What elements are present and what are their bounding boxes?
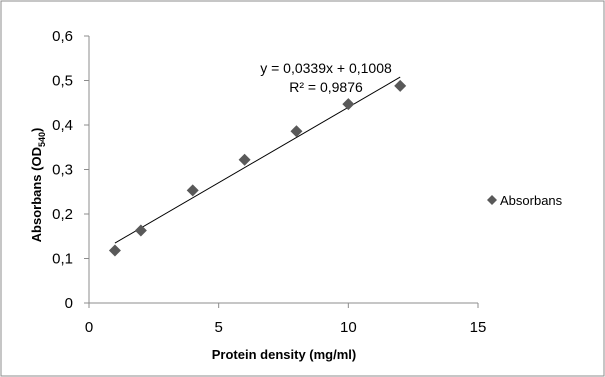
x-tick-label: 15 (470, 319, 487, 336)
y-axis-title-close: ) (29, 128, 44, 132)
data-point-diamond (108, 244, 121, 257)
data-points (108, 79, 407, 257)
y-tick-label: 0,1 (52, 251, 73, 268)
data-point-diamond (186, 184, 199, 197)
y-axis-title: Absorbans (OD540) (29, 128, 47, 243)
x-axis-ticks: 0 5 10 15 (85, 303, 487, 336)
x-tick-label: 5 (214, 319, 222, 336)
y-tick-label: 0 (65, 295, 73, 312)
y-axis-ticks: 0 0,1 0,2 0,3 0,4 0,5 0,6 (52, 28, 89, 312)
trendline-equation: y = 0,0339x + 0,1008 (260, 60, 392, 76)
x-axis-title: Protein density (mg/ml) (212, 347, 356, 362)
data-point-diamond (342, 98, 355, 111)
y-tick-label: 0,6 (52, 28, 73, 45)
data-point-diamond (238, 153, 251, 166)
data-point-diamond (290, 125, 303, 138)
y-tick-label: 0,3 (52, 162, 73, 179)
legend-label: Absorbans (500, 193, 563, 208)
y-tick-label: 0,2 (52, 206, 73, 223)
data-point-diamond (394, 79, 407, 92)
y-tick-label: 0,4 (52, 117, 73, 134)
legend-marker-diamond (487, 195, 497, 205)
x-tick-label: 0 (85, 319, 93, 336)
y-axis-title-subscript: 540 (37, 132, 47, 147)
data-point-diamond (134, 224, 147, 237)
trendline-r2: R² = 0,9876 (289, 79, 363, 95)
x-tick-label: 10 (340, 319, 357, 336)
y-tick-label: 0,5 (52, 73, 73, 90)
y-axis-title-main: Absorbans (OD (29, 147, 44, 242)
legend: Absorbans (487, 193, 563, 208)
